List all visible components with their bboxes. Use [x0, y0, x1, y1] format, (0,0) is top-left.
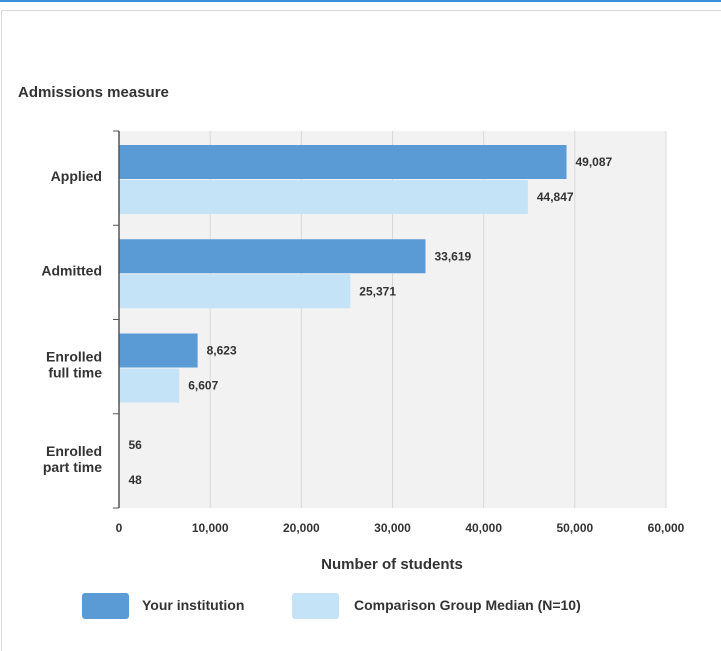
x-tick-label: 10,000: [192, 521, 229, 535]
bar-value-label: 25,371: [359, 284, 396, 298]
x-axis-title: Number of students: [321, 556, 463, 573]
bar-value-label: 44,847: [537, 190, 574, 204]
bar-your-institution: [119, 239, 425, 273]
legend-label: Comparison Group Median (N=10): [354, 597, 581, 613]
y-axis: [113, 131, 119, 508]
y-axis-title: Admissions measure: [18, 84, 169, 101]
legend-swatch-comparison-median: [292, 593, 339, 619]
x-tick-label: 40,000: [465, 521, 502, 535]
category-label: Admitted: [41, 262, 102, 278]
bar-your-institution: [119, 145, 567, 179]
bar-value-label: 33,619: [434, 249, 471, 263]
bar-value-label: 48: [128, 473, 142, 487]
legend-swatch-your-institution: [82, 593, 129, 619]
x-tick-labels: 0 10,000 20,000 30,000 40,000 50,000 60,000: [116, 521, 685, 535]
legend: Your institution Comparison Group Median …: [82, 593, 581, 619]
bar-comparison-median: [119, 274, 350, 308]
admissions-bar-chart: Admissions measure 49,087 44,847 33,619 25,…: [0, 0, 721, 631]
category-label: Applied: [51, 168, 102, 184]
bar-value-label: 6,607: [188, 379, 218, 393]
x-tick-label: 50,000: [556, 521, 593, 535]
x-tick-label: 30,000: [374, 521, 411, 535]
bar-comparison-median: [119, 369, 179, 403]
bar-value-label: 49,087: [576, 155, 613, 169]
x-tick-label: 60,000: [648, 521, 685, 535]
bar-comparison-median: [119, 180, 528, 214]
x-tick-label: 20,000: [283, 521, 320, 535]
x-tick-label: 0: [116, 521, 123, 535]
legend-label: Your institution: [142, 597, 244, 613]
bar-value-label: 56: [129, 438, 143, 452]
bar-your-institution: [119, 334, 198, 368]
bar-value-label: 8,623: [207, 344, 237, 358]
